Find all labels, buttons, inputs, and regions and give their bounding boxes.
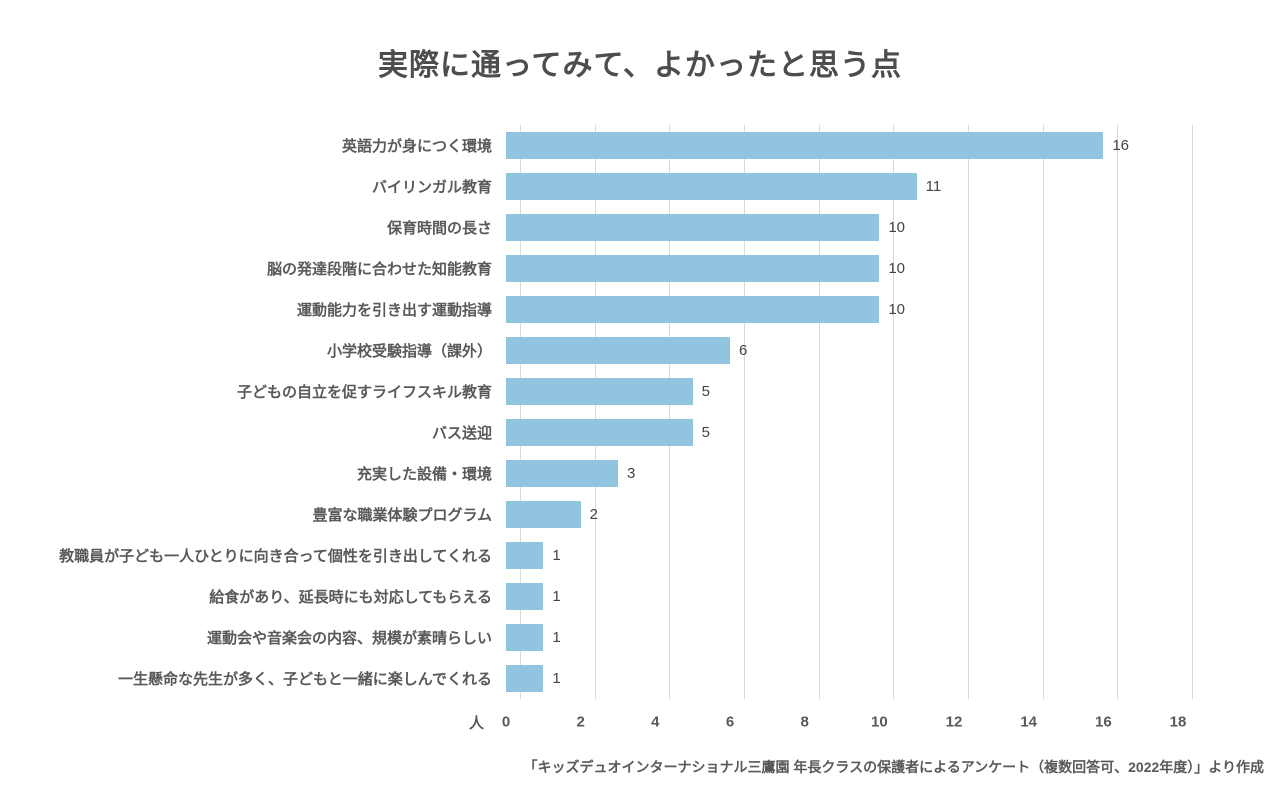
bar-track: 16	[506, 132, 1178, 159]
axis-unit-label: 人	[468, 714, 484, 732]
gridlines	[520, 125, 1193, 699]
bar-track: 5	[506, 378, 1178, 405]
value-label: 1	[552, 670, 561, 687]
bar	[506, 132, 1104, 159]
gridline	[1192, 125, 1193, 699]
value-label: 10	[888, 219, 906, 236]
bar-row: 小学校受験指導（課外） 6	[0, 330, 1280, 371]
source-note: 「キッズデュオインターナショナル三鷹園 年長クラスの保護者によるアンケート（複数…	[523, 759, 1265, 775]
gridline	[968, 125, 969, 699]
gridline	[669, 125, 671, 699]
bar	[506, 255, 880, 282]
category-label: バイリンガル教育	[371, 179, 492, 196]
category-label: 英語力が身につく環境	[341, 138, 492, 155]
value-label: 6	[739, 342, 748, 359]
chart-title: 実際に通ってみて、よかったと思う点	[378, 49, 902, 82]
category-label: 運動会や音楽会の内容、規模が素晴らしい	[206, 630, 492, 647]
x-tick-label: 0	[501, 713, 511, 731]
x-tick-label: 12	[945, 713, 963, 731]
bar-row: 保育時間の長さ 10	[0, 207, 1280, 248]
category-label: 教職員が子ども一人ひとりに向き合って個性を引き出してくれる	[59, 548, 492, 565]
bar	[506, 214, 880, 241]
gridline	[818, 125, 820, 699]
bar-track: 10	[506, 214, 1178, 241]
bar-track: 1	[506, 583, 1178, 610]
value-label: 16	[1112, 137, 1130, 154]
bar-row: バイリンガル教育 11	[0, 166, 1280, 207]
category-label: 保育時間の長さ	[386, 220, 492, 237]
category-label: 運動能力を引き出す運動指導	[296, 302, 492, 319]
category-label: 子どもの自立を促すライフスキル教育	[236, 384, 492, 401]
bar-row: 運動能力を引き出す運動指導 10	[0, 289, 1280, 330]
bar-track: 5	[506, 419, 1178, 446]
bar	[506, 501, 581, 528]
gridline	[744, 125, 745, 699]
category-label: 一生懸命な先生が多く、子どもと一緒に楽しんでくれる	[118, 671, 492, 688]
category-label: 充実した設備・環境	[356, 466, 492, 483]
bar-row: 英語力が身につく環境 16	[0, 125, 1280, 166]
category-label: 小学校受験指導（課外）	[326, 343, 492, 360]
x-tick-label: 8	[800, 713, 809, 731]
gridline	[893, 125, 895, 699]
value-label: 11	[925, 178, 942, 195]
bar	[506, 624, 544, 651]
bar	[506, 542, 544, 569]
bar-row: 充実した設備・環境 3	[0, 453, 1280, 494]
bar	[506, 460, 618, 487]
bar-track: 6	[506, 337, 1178, 364]
bar-track: 11	[506, 173, 1178, 200]
x-tick-label: 2	[576, 713, 585, 731]
value-label: 5	[701, 383, 710, 400]
gridline	[520, 125, 521, 699]
bar	[506, 173, 917, 200]
value-label: 10	[888, 301, 906, 318]
bar	[506, 665, 544, 692]
value-label: 2	[589, 506, 598, 523]
bar-row: 一生懸命な先生が多く、子どもと一緒に楽しんでくれる 1	[0, 658, 1280, 699]
category-label: 給食があり、延長時にも対応してもらえる	[209, 589, 492, 606]
bar-row: 子どもの自立を促すライフスキル教育 5	[0, 371, 1280, 412]
bar-rows: 英語力が身につく環境 16 バイリンガル教育 11 保育時間の長さ 10 脳の発達段階に合わ…	[0, 125, 1280, 699]
x-tick-label: 18	[1169, 713, 1187, 731]
bar-track: 10	[506, 296, 1178, 323]
bar-track: 1	[506, 624, 1178, 651]
bar-row: 教職員が子ども一人ひとりに向き合って個性を引き出してくれる 1	[0, 535, 1280, 576]
gridline	[1117, 125, 1119, 699]
bar-row: 脳の発達段階に合わせた知能教育 10	[0, 248, 1280, 289]
x-axis: 人 0 2 4 6 8 10 12 14 16 18	[0, 705, 1280, 739]
bar	[506, 583, 544, 610]
bar-row: バス送迎 5	[0, 412, 1280, 453]
value-label: 3	[627, 465, 636, 482]
bar-row: 運動会や音楽会の内容、規模が素晴らしい 1	[0, 617, 1280, 658]
x-tick-label: 6	[725, 713, 735, 731]
bar-track: 1	[506, 665, 1178, 692]
value-label: 1	[552, 629, 561, 646]
x-tick-label: 4	[651, 713, 660, 731]
bar-row: 給食があり、延長時にも対応してもらえる 1	[0, 576, 1280, 617]
value-label: 10	[888, 260, 906, 277]
value-label: 1	[552, 547, 561, 564]
bar-row: 豊富な職業体験プログラム 2	[0, 494, 1280, 535]
bar	[506, 337, 730, 364]
x-axis-ticks: 0 2 4 6 8 10 12 14 16 18	[502, 705, 1187, 739]
bar	[506, 419, 693, 446]
x-tick-label: 14	[1020, 713, 1037, 731]
value-label: 5	[701, 424, 710, 441]
value-label: 1	[552, 588, 561, 605]
category-label: 豊富な職業体験プログラム	[312, 507, 492, 524]
x-tick-label: 10	[870, 713, 888, 731]
bar-track: 3	[506, 460, 1178, 487]
gridline	[594, 125, 596, 699]
bar	[506, 378, 693, 405]
x-tick-label: 16	[1094, 713, 1112, 731]
bar-track: 2	[506, 501, 1178, 528]
bar-track: 1	[506, 542, 1178, 569]
category-label: 脳の発達段階に合わせた知能教育	[266, 261, 492, 278]
gridline	[1042, 125, 1044, 699]
bar-chart: 英語力が身につく環境 16 バイリンガル教育 11 保育時間の長さ 10 脳の発達段階に合わ…	[0, 125, 1280, 739]
bar-track: 10	[506, 255, 1178, 282]
category-label: バス送迎	[431, 425, 492, 442]
bar	[506, 296, 880, 323]
